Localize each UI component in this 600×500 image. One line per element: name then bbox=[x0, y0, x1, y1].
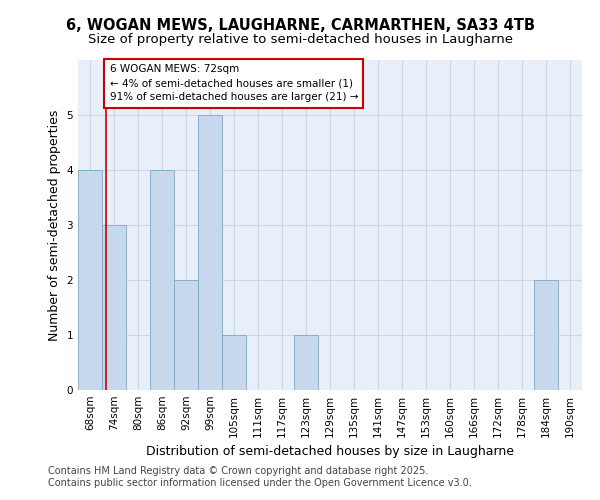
Bar bbox=[78, 170, 102, 390]
Bar bbox=[222, 335, 246, 390]
Text: 6 WOGAN MEWS: 72sqm
← 4% of semi-detached houses are smaller (1)
91% of semi-det: 6 WOGAN MEWS: 72sqm ← 4% of semi-detache… bbox=[110, 64, 358, 102]
Y-axis label: Number of semi-detached properties: Number of semi-detached properties bbox=[48, 110, 61, 340]
Bar bbox=[198, 115, 222, 390]
Bar bbox=[534, 280, 558, 390]
Bar bbox=[102, 225, 126, 390]
X-axis label: Distribution of semi-detached houses by size in Laugharne: Distribution of semi-detached houses by … bbox=[146, 446, 514, 458]
Bar bbox=[174, 280, 198, 390]
Text: Size of property relative to semi-detached houses in Laugharne: Size of property relative to semi-detach… bbox=[88, 32, 512, 46]
Text: Contains HM Land Registry data © Crown copyright and database right 2025.
Contai: Contains HM Land Registry data © Crown c… bbox=[48, 466, 472, 487]
Bar bbox=[150, 170, 174, 390]
Text: 6, WOGAN MEWS, LAUGHARNE, CARMARTHEN, SA33 4TB: 6, WOGAN MEWS, LAUGHARNE, CARMARTHEN, SA… bbox=[65, 18, 535, 32]
Bar bbox=[294, 335, 318, 390]
